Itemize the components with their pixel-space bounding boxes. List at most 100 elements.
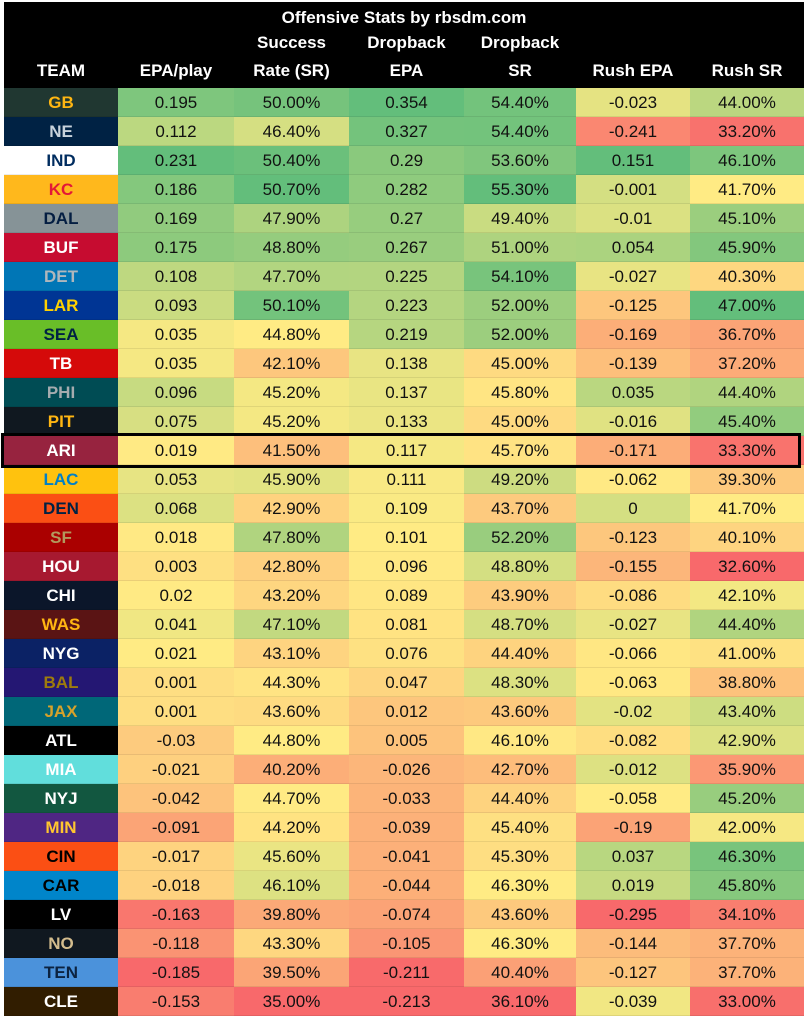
team-cell-den: DEN [4,494,118,523]
stat-cell-rush_sr: 39.30% [690,465,804,494]
table-row: MIN -0.091 44.20% -0.039 45.40% -0.19 42.00% [4,813,804,842]
stat-cell-rush_epa: 0.151 [576,146,690,175]
column-header-line: Rush SR [711,61,783,80]
stat-cell-epa_play: 0.195 [118,88,234,117]
stat-cell-success_rate: 46.40% [234,117,349,146]
stat-cell-rush_sr: 33.20% [690,117,804,146]
stat-cell-dropback_epa: -0.026 [349,755,464,784]
stat-cell-dropback_sr: 48.70% [464,610,576,639]
table-row: CAR -0.018 46.10% -0.044 46.30% 0.019 45.80% [4,871,804,900]
stat-cell-dropback_epa: 0.047 [349,668,464,697]
table-row: ARI 0.019 41.50% 0.117 45.70% -0.171 33.30% [4,436,804,465]
stat-cell-epa_play: 0.001 [118,668,234,697]
table-row: MIA -0.021 40.20% -0.026 42.70% -0.012 35.90% [4,755,804,784]
stat-cell-dropback_sr: 54.10% [464,262,576,291]
team-cell-cle: CLE [4,987,118,1016]
stat-cell-rush_sr: 45.40% [690,407,804,436]
stat-cell-success_rate: 50.00% [234,88,349,117]
table-row: NYG 0.021 43.10% 0.076 44.40% -0.066 41.00% [4,639,804,668]
stat-cell-rush_sr: 41.70% [690,175,804,204]
stat-cell-dropback_sr: 51.00% [464,233,576,262]
stat-cell-dropback_epa: 0.225 [349,262,464,291]
stat-cell-success_rate: 50.10% [234,291,349,320]
stat-cell-dropback_sr: 52.20% [464,523,576,552]
stat-cell-rush_sr: 44.40% [690,610,804,639]
stat-cell-dropback_epa: 0.012 [349,697,464,726]
stat-cell-rush_epa: -0.023 [576,88,690,117]
stat-cell-epa_play: -0.118 [118,929,234,958]
team-cell-chi: CHI [4,581,118,610]
stat-cell-dropback_sr: 45.40% [464,813,576,842]
stat-cell-rush_epa: -0.062 [576,465,690,494]
stat-cell-epa_play: -0.153 [118,987,234,1016]
stat-cell-dropback_sr: 45.00% [464,407,576,436]
stat-cell-rush_sr: 38.80% [690,668,804,697]
stat-cell-dropback_sr: 49.40% [464,204,576,233]
team-cell-lar: LAR [4,291,118,320]
stat-cell-dropback_sr: 45.00% [464,349,576,378]
table-row: LV -0.163 39.80% -0.074 43.60% -0.295 34.10% [4,900,804,929]
table-row: SEA 0.035 44.80% 0.219 52.00% -0.169 36.70% [4,320,804,349]
stat-cell-rush_sr: 46.10% [690,146,804,175]
stat-cell-dropback_epa: -0.074 [349,900,464,929]
stat-cell-rush_epa: -0.039 [576,987,690,1016]
stat-cell-rush_sr: 45.20% [690,784,804,813]
stat-cell-dropback_sr: 43.60% [464,697,576,726]
column-header-line: TEAM [36,61,86,80]
stat-cell-dropback_epa: -0.213 [349,987,464,1016]
stat-cell-rush_epa: -0.012 [576,755,690,784]
team-cell-cin: CIN [4,842,118,871]
table-row: JAX 0.001 43.60% 0.012 43.60% -0.02 43.40% [4,697,804,726]
stat-cell-dropback_epa: 0.081 [349,610,464,639]
stat-cell-rush_epa: -0.027 [576,610,690,639]
stat-cell-dropback_sr: 52.00% [464,320,576,349]
stat-cell-rush_epa: -0.144 [576,929,690,958]
table-row: DET 0.108 47.70% 0.225 54.10% -0.027 40.30% [4,262,804,291]
stat-cell-rush_sr: 47.00% [690,291,804,320]
stat-cell-dropback_sr: 49.20% [464,465,576,494]
team-cell-lac: LAC [4,465,118,494]
stat-cell-dropback_epa: 0.354 [349,88,464,117]
stat-cell-epa_play: 0.112 [118,117,234,146]
stat-cell-success_rate: 44.30% [234,668,349,697]
table-row: CHI 0.02 43.20% 0.089 43.90% -0.086 42.10% [4,581,804,610]
stat-cell-rush_epa: 0 [576,494,690,523]
stat-cell-rush_sr: 43.40% [690,697,804,726]
stat-cell-dropback_epa: -0.039 [349,813,464,842]
stat-cell-dropback_epa: 0.133 [349,407,464,436]
stat-cell-rush_sr: 41.00% [690,639,804,668]
team-cell-no: NO [4,929,118,958]
table-row: SF 0.018 47.80% 0.101 52.20% -0.123 40.10% [4,523,804,552]
stat-cell-dropback_sr: 45.30% [464,842,576,871]
column-header-team: TEAM [4,57,118,85]
stat-cell-rush_epa: -0.001 [576,175,690,204]
stat-cell-dropback_epa: 0.005 [349,726,464,755]
stat-cell-success_rate: 42.10% [234,349,349,378]
table-row: PHI 0.096 45.20% 0.137 45.80% 0.035 44.40% [4,378,804,407]
stat-cell-success_rate: 44.80% [234,320,349,349]
stat-cell-dropback_epa: 0.096 [349,552,464,581]
stat-cell-dropback_epa: 0.138 [349,349,464,378]
stat-cell-rush_epa: -0.169 [576,320,690,349]
column-header-epa_play: EPA/play [118,57,234,85]
stat-cell-dropback_sr: 44.40% [464,784,576,813]
stat-cell-rush_sr: 36.70% [690,320,804,349]
table-row: NE 0.112 46.40% 0.327 54.40% -0.241 33.20% [4,117,804,146]
team-cell-atl: ATL [4,726,118,755]
stat-cell-epa_play: 0.019 [118,436,234,465]
stat-cell-dropback_sr: 43.90% [464,581,576,610]
stat-cell-success_rate: 42.80% [234,552,349,581]
stat-cell-rush_sr: 45.80% [690,871,804,900]
stat-cell-success_rate: 43.20% [234,581,349,610]
team-cell-jax: JAX [4,697,118,726]
table-row: GB 0.195 50.00% 0.354 54.40% -0.023 44.00% [4,88,804,117]
team-cell-ind: IND [4,146,118,175]
stat-cell-success_rate: 45.20% [234,407,349,436]
stat-cell-epa_play: 0.169 [118,204,234,233]
stat-cell-rush_sr: 40.10% [690,523,804,552]
stat-cell-rush_sr: 45.90% [690,233,804,262]
stat-cell-dropback_sr: 40.40% [464,958,576,987]
stat-cell-epa_play: 0.068 [118,494,234,523]
stat-cell-epa_play: -0.021 [118,755,234,784]
